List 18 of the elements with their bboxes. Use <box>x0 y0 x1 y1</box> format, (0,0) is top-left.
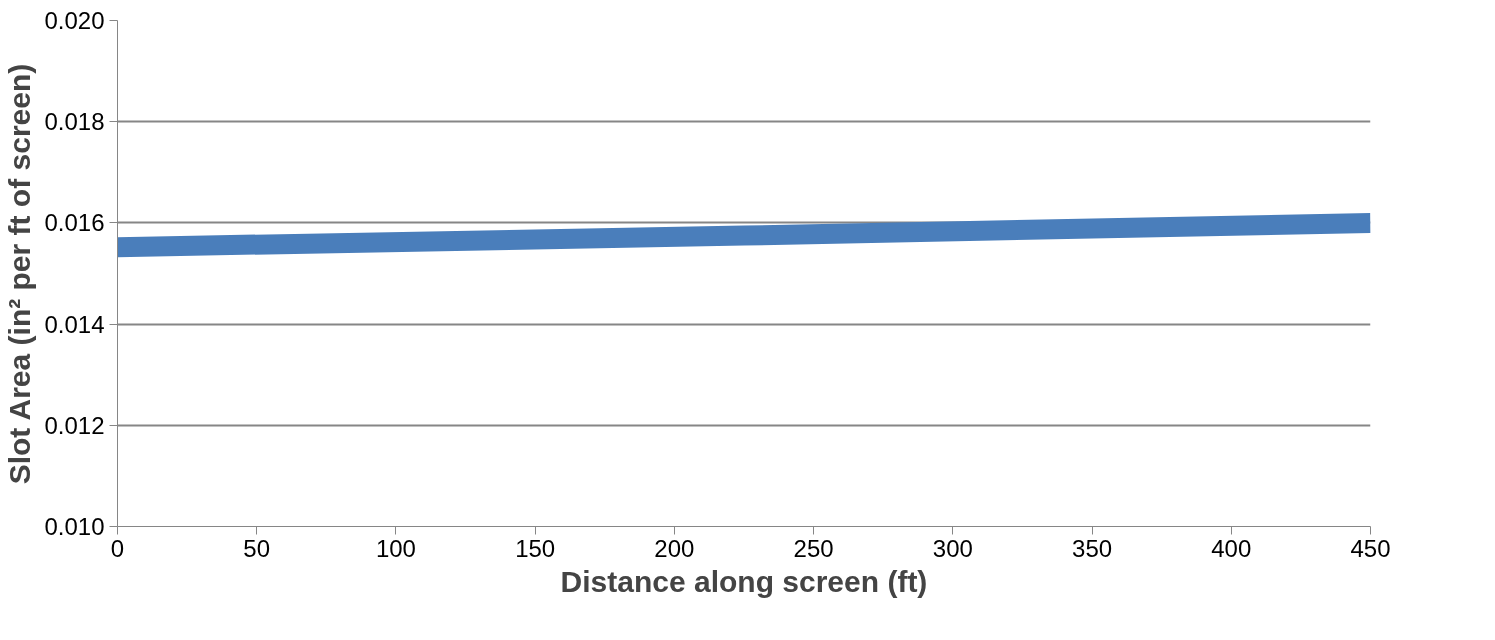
y-tick-label: 0.010 <box>44 513 105 540</box>
x-tick-label: 200 <box>654 534 695 562</box>
y-tick-label: 0.016 <box>44 209 105 237</box>
x-tick-label: 250 <box>793 534 834 562</box>
y-tick-label: 0.018 <box>44 108 105 136</box>
y-tick-label: 0.020 <box>44 7 105 34</box>
x-tick-label: 50 <box>243 534 271 562</box>
y-tick-label: 0.014 <box>44 310 105 338</box>
x-tick-label: 450 <box>1350 534 1391 562</box>
y-axis-title: Slot Area (in² per ft of screen) <box>3 63 37 485</box>
x-tick-label: 100 <box>375 534 416 562</box>
x-tick-label: 300 <box>932 534 973 562</box>
x-tick-label: 150 <box>515 534 556 562</box>
x-tick-label: 0 <box>110 534 125 562</box>
y-tick-label: 0.012 <box>44 411 105 439</box>
x-tick-label: 350 <box>1072 534 1113 562</box>
x-axis-title: Distance along screen (ft) <box>560 564 928 598</box>
x-tick-label: 400 <box>1211 534 1252 562</box>
